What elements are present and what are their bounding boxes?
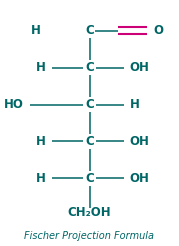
Text: C: C xyxy=(85,135,94,148)
Text: HO: HO xyxy=(4,98,24,111)
Text: C: C xyxy=(85,172,94,185)
Text: C: C xyxy=(85,61,94,74)
Text: H: H xyxy=(36,61,46,74)
Text: OH: OH xyxy=(130,61,150,74)
Text: Fischer Projection Formula: Fischer Projection Formula xyxy=(25,231,154,241)
Text: H: H xyxy=(36,135,46,148)
Text: H: H xyxy=(36,172,46,185)
Text: OH: OH xyxy=(130,172,150,185)
Text: C: C xyxy=(85,98,94,111)
Text: H: H xyxy=(31,24,41,37)
Text: CH₂OH: CH₂OH xyxy=(68,206,111,219)
Text: H: H xyxy=(130,98,140,111)
Text: C: C xyxy=(85,24,94,37)
Text: O: O xyxy=(153,24,163,37)
Text: OH: OH xyxy=(130,135,150,148)
